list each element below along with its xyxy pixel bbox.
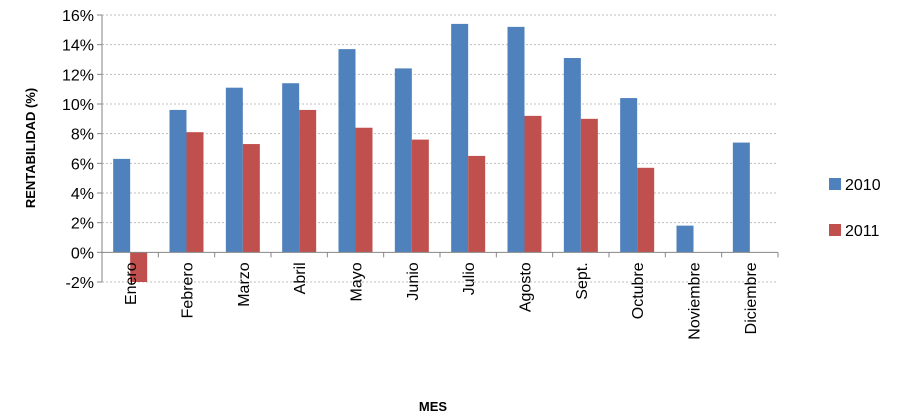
x-tick-label: Enero: [123, 262, 140, 305]
y-tick-label: 2%: [71, 216, 94, 233]
bar-2011-julio: [468, 155, 486, 253]
y-tick-label: 6%: [71, 156, 94, 173]
bar-2011-febrero: [186, 132, 204, 253]
y-tick-label: -2%: [66, 275, 94, 292]
y-tick-label: 0%: [71, 245, 94, 262]
y-tick-label: 16%: [62, 8, 94, 25]
bar-2010-noviembre: [676, 225, 694, 253]
bar-2010-junio: [394, 68, 412, 253]
bar-2011-octubre: [637, 167, 655, 253]
y-axis-title: RENTABILIDAD (%): [23, 88, 38, 208]
legend-label-2010: 2010: [845, 177, 881, 194]
x-tick-label: Marzo: [236, 262, 253, 307]
x-tick-label: Febrero: [180, 262, 197, 318]
bar-2011-junio: [411, 139, 429, 253]
gridlines: [102, 14, 778, 283]
x-tick-label: Mayo: [349, 262, 366, 301]
y-tick-label: 12%: [62, 67, 94, 84]
bar-2010-mayo: [338, 49, 356, 253]
x-tick-label: Julio: [461, 262, 478, 295]
bar-2011-mayo: [355, 127, 373, 253]
bars: [113, 23, 750, 282]
bar-2010-octubre: [620, 98, 638, 253]
bar-2010-sept: [563, 58, 581, 253]
x-tick-label: Diciembre: [743, 262, 760, 334]
bar-2010-abril: [282, 83, 300, 253]
bar-2010-enero: [113, 158, 131, 253]
legend-label-2011: 2011: [845, 223, 880, 240]
bar-2011-agosto: [524, 115, 542, 253]
x-tick-label: Octubre: [630, 262, 647, 319]
y-tick-label: 10%: [62, 97, 94, 114]
x-tick-label: Agosto: [518, 262, 535, 312]
bar-2011-enero: [130, 252, 148, 282]
axes: [97, 14, 779, 283]
bar-2011-sept: [580, 118, 598, 253]
bar-2010-diciembre: [732, 142, 750, 253]
legend-swatch-2011: [829, 224, 841, 236]
legend-swatch-2010: [829, 178, 841, 190]
y-tick-label: 8%: [71, 127, 94, 144]
bar-2011-marzo: [242, 144, 260, 253]
x-tick-label: Abril: [292, 262, 309, 294]
y-tick-label: 4%: [71, 186, 94, 203]
bar-2010-marzo: [225, 87, 243, 253]
legend: 2010 2011: [829, 177, 881, 240]
x-tick-labels: Enero Febrero Marzo Abril Mayo Junio Julio Agos…: [123, 262, 760, 339]
x-tick-label: Junio: [405, 262, 422, 300]
bar-2011-abril: [299, 109, 317, 253]
x-axis-title: MES: [419, 399, 448, 414]
y-tick-labels: -2% 0% 2% 4% 6% 8% 10% 12% 14% 16%: [62, 8, 94, 292]
bar-2010-agosto: [507, 26, 525, 253]
bar-2010-febrero: [169, 109, 187, 253]
x-tick-label: Noviembre: [687, 262, 704, 339]
y-tick-label: 14%: [62, 38, 94, 55]
x-tick-label: Sept.: [574, 262, 591, 299]
bar-2010-julio: [451, 23, 469, 253]
